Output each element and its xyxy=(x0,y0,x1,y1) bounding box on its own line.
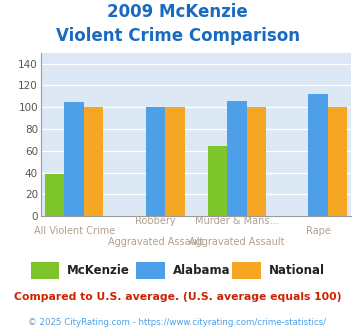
Bar xyxy=(328,107,348,216)
Bar xyxy=(247,107,266,216)
Bar xyxy=(208,147,227,216)
Bar xyxy=(45,174,64,216)
Text: Robbery: Robbery xyxy=(135,216,176,226)
Text: Compared to U.S. average. (U.S. average equals 100): Compared to U.S. average. (U.S. average … xyxy=(14,292,341,302)
Text: All Violent Crime: All Violent Crime xyxy=(33,226,115,236)
Bar xyxy=(136,262,165,279)
Bar xyxy=(232,262,261,279)
Text: Violent Crime Comparison: Violent Crime Comparison xyxy=(55,27,300,45)
Text: 2009 McKenzie: 2009 McKenzie xyxy=(107,3,248,20)
Bar xyxy=(165,107,185,216)
Text: © 2025 CityRating.com - https://www.cityrating.com/crime-statistics/: © 2025 CityRating.com - https://www.city… xyxy=(28,317,327,326)
Bar xyxy=(227,101,247,216)
Text: McKenzie: McKenzie xyxy=(67,264,130,277)
Bar xyxy=(64,102,84,216)
Text: National: National xyxy=(269,264,324,277)
Bar xyxy=(31,262,59,279)
Text: Murder & Mans...: Murder & Mans... xyxy=(195,216,279,226)
Bar xyxy=(84,107,103,216)
Text: Rape: Rape xyxy=(306,226,331,236)
Bar xyxy=(146,107,165,216)
Bar xyxy=(308,94,328,216)
Text: Aggravated Assault: Aggravated Assault xyxy=(189,237,285,247)
Text: Alabama: Alabama xyxy=(173,264,230,277)
Text: Aggravated Assault: Aggravated Assault xyxy=(108,237,203,247)
